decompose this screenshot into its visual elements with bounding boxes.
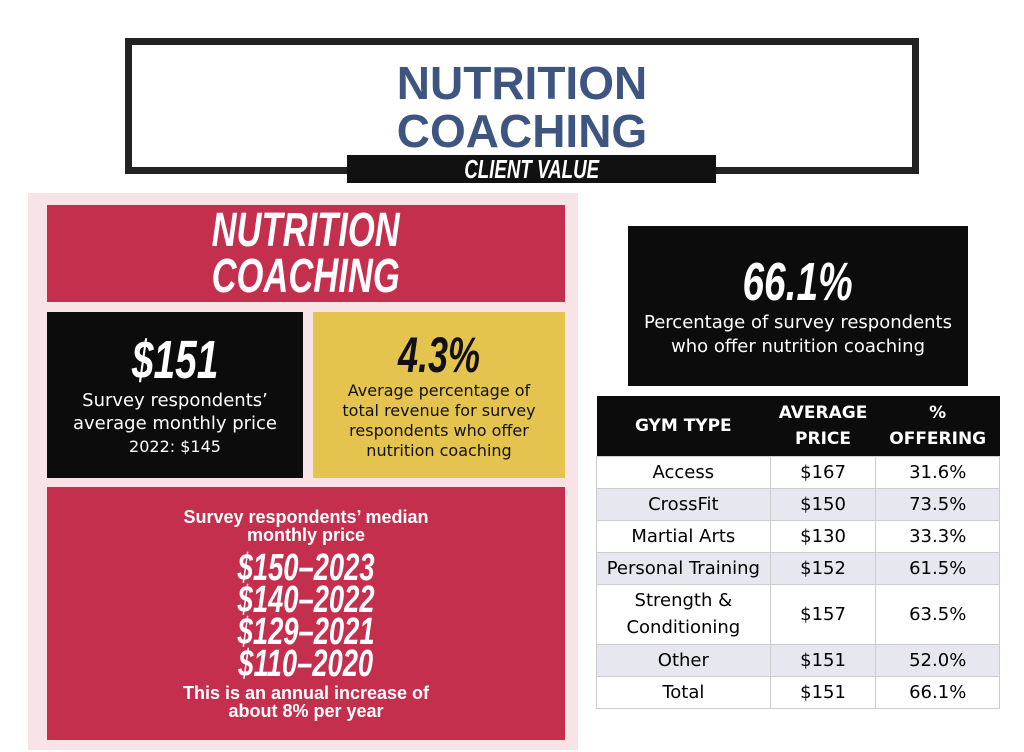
median-list: $150–2023 $140–2022 $129–2021 $110–2020 (211, 546, 401, 685)
table-cell: $130 (769, 519, 877, 553)
table-cell: Total (596, 675, 771, 709)
median-note: This is an annual increase of about 8% p… (182, 682, 430, 721)
offering-desc: Percentage of survey respondents who off… (644, 312, 952, 357)
table-row: Other $151 52.0% (596, 643, 1000, 677)
table-cell: 33.3% (875, 519, 1000, 553)
table-cell: $152 (769, 551, 877, 585)
table-cell: $157 (769, 583, 877, 645)
table-row: Strength & Conditioning $157 63.5% (596, 583, 1000, 645)
table-cell: Access (596, 455, 771, 489)
title-line: COACHING (396, 105, 648, 157)
table-body: Access $167 31.6% CrossFit $150 73.5% Martial … (596, 455, 1000, 709)
table-cell: $167 (769, 455, 877, 489)
median-line: $150–2023 (237, 546, 375, 589)
avg-price-box: $151 Survey respondents’ average monthly… (47, 312, 303, 478)
table-cell: $151 (769, 643, 877, 677)
offering-value: 66.1% (742, 252, 854, 312)
header-cell: % OFFERING (875, 396, 1000, 456)
offering-box: 66.1% Percentage of survey respondents w… (628, 226, 968, 386)
table-cell: 66.1% (875, 675, 1000, 709)
median-box: Survey respondents’ median monthly price… (47, 487, 565, 740)
table-row: Martial Arts $130 33.3% (596, 519, 1000, 553)
revenue-value: 4.3% (397, 327, 481, 383)
avg-price-prior: 2022: $145 (129, 437, 221, 456)
header-text: AVERAGE (778, 402, 868, 423)
header-text: PRICE (795, 428, 852, 449)
table-row: CrossFit $150 73.5% (596, 487, 1000, 521)
table-cell: 63.5% (875, 583, 1000, 645)
table-cell: Personal Training (596, 551, 771, 585)
panel-title-line: NUTRITION (211, 203, 401, 257)
subtitle-bar: CLIENT VALUE (347, 155, 716, 183)
median-line: $129–2021 (237, 610, 375, 653)
header-text: OFFERING (889, 428, 987, 449)
table-cell: Martial Arts (596, 519, 771, 553)
table-cell: $151 (769, 675, 877, 709)
header-text: GYM TYPE (634, 415, 732, 436)
median-heading: Survey respondents’ median monthly price (183, 506, 429, 545)
median-line: $110–2020 (238, 642, 374, 685)
gym-table: GYM TYPE AVERAGE PRICE % OFFERING Access $1… (596, 396, 1000, 709)
table-cell: Other (596, 643, 771, 677)
revenue-desc: Average percentage of total revenue for … (342, 381, 536, 460)
header-cell: GYM TYPE (596, 396, 771, 456)
revenue-box: 4.3% Average percentage of total revenue… (313, 312, 565, 478)
header-row: GYM TYPE AVERAGE PRICE % OFFERING (596, 396, 1000, 456)
table-row: Total $151 66.1% (596, 675, 1000, 709)
panel-title: NUTRITION COACHING (47, 205, 565, 302)
median-line: $140–2022 (237, 578, 375, 621)
table-row: Personal Training $152 61.5% (596, 551, 1000, 585)
avg-price: $151 (131, 330, 219, 390)
table-cell: Strength & Conditioning (596, 583, 771, 645)
header-text: % (929, 402, 947, 423)
table-cell: 73.5% (875, 487, 1000, 521)
avg-price-desc: Survey respondents’ average monthly pric… (72, 390, 277, 434)
title-line: NUTRITION (396, 57, 648, 109)
subtitle: CLIENT VALUE (464, 154, 599, 184)
header-cell: AVERAGE PRICE (770, 396, 876, 456)
panel-title-line: COACHING (211, 249, 401, 303)
table-cell: $150 (769, 487, 877, 521)
table-cell: 31.6% (875, 455, 1000, 489)
table-cell: CrossFit (596, 487, 771, 521)
table-cell: 61.5% (875, 551, 1000, 585)
table-cell: 52.0% (875, 643, 1000, 677)
table-row: Access $167 31.6% (596, 455, 1000, 489)
